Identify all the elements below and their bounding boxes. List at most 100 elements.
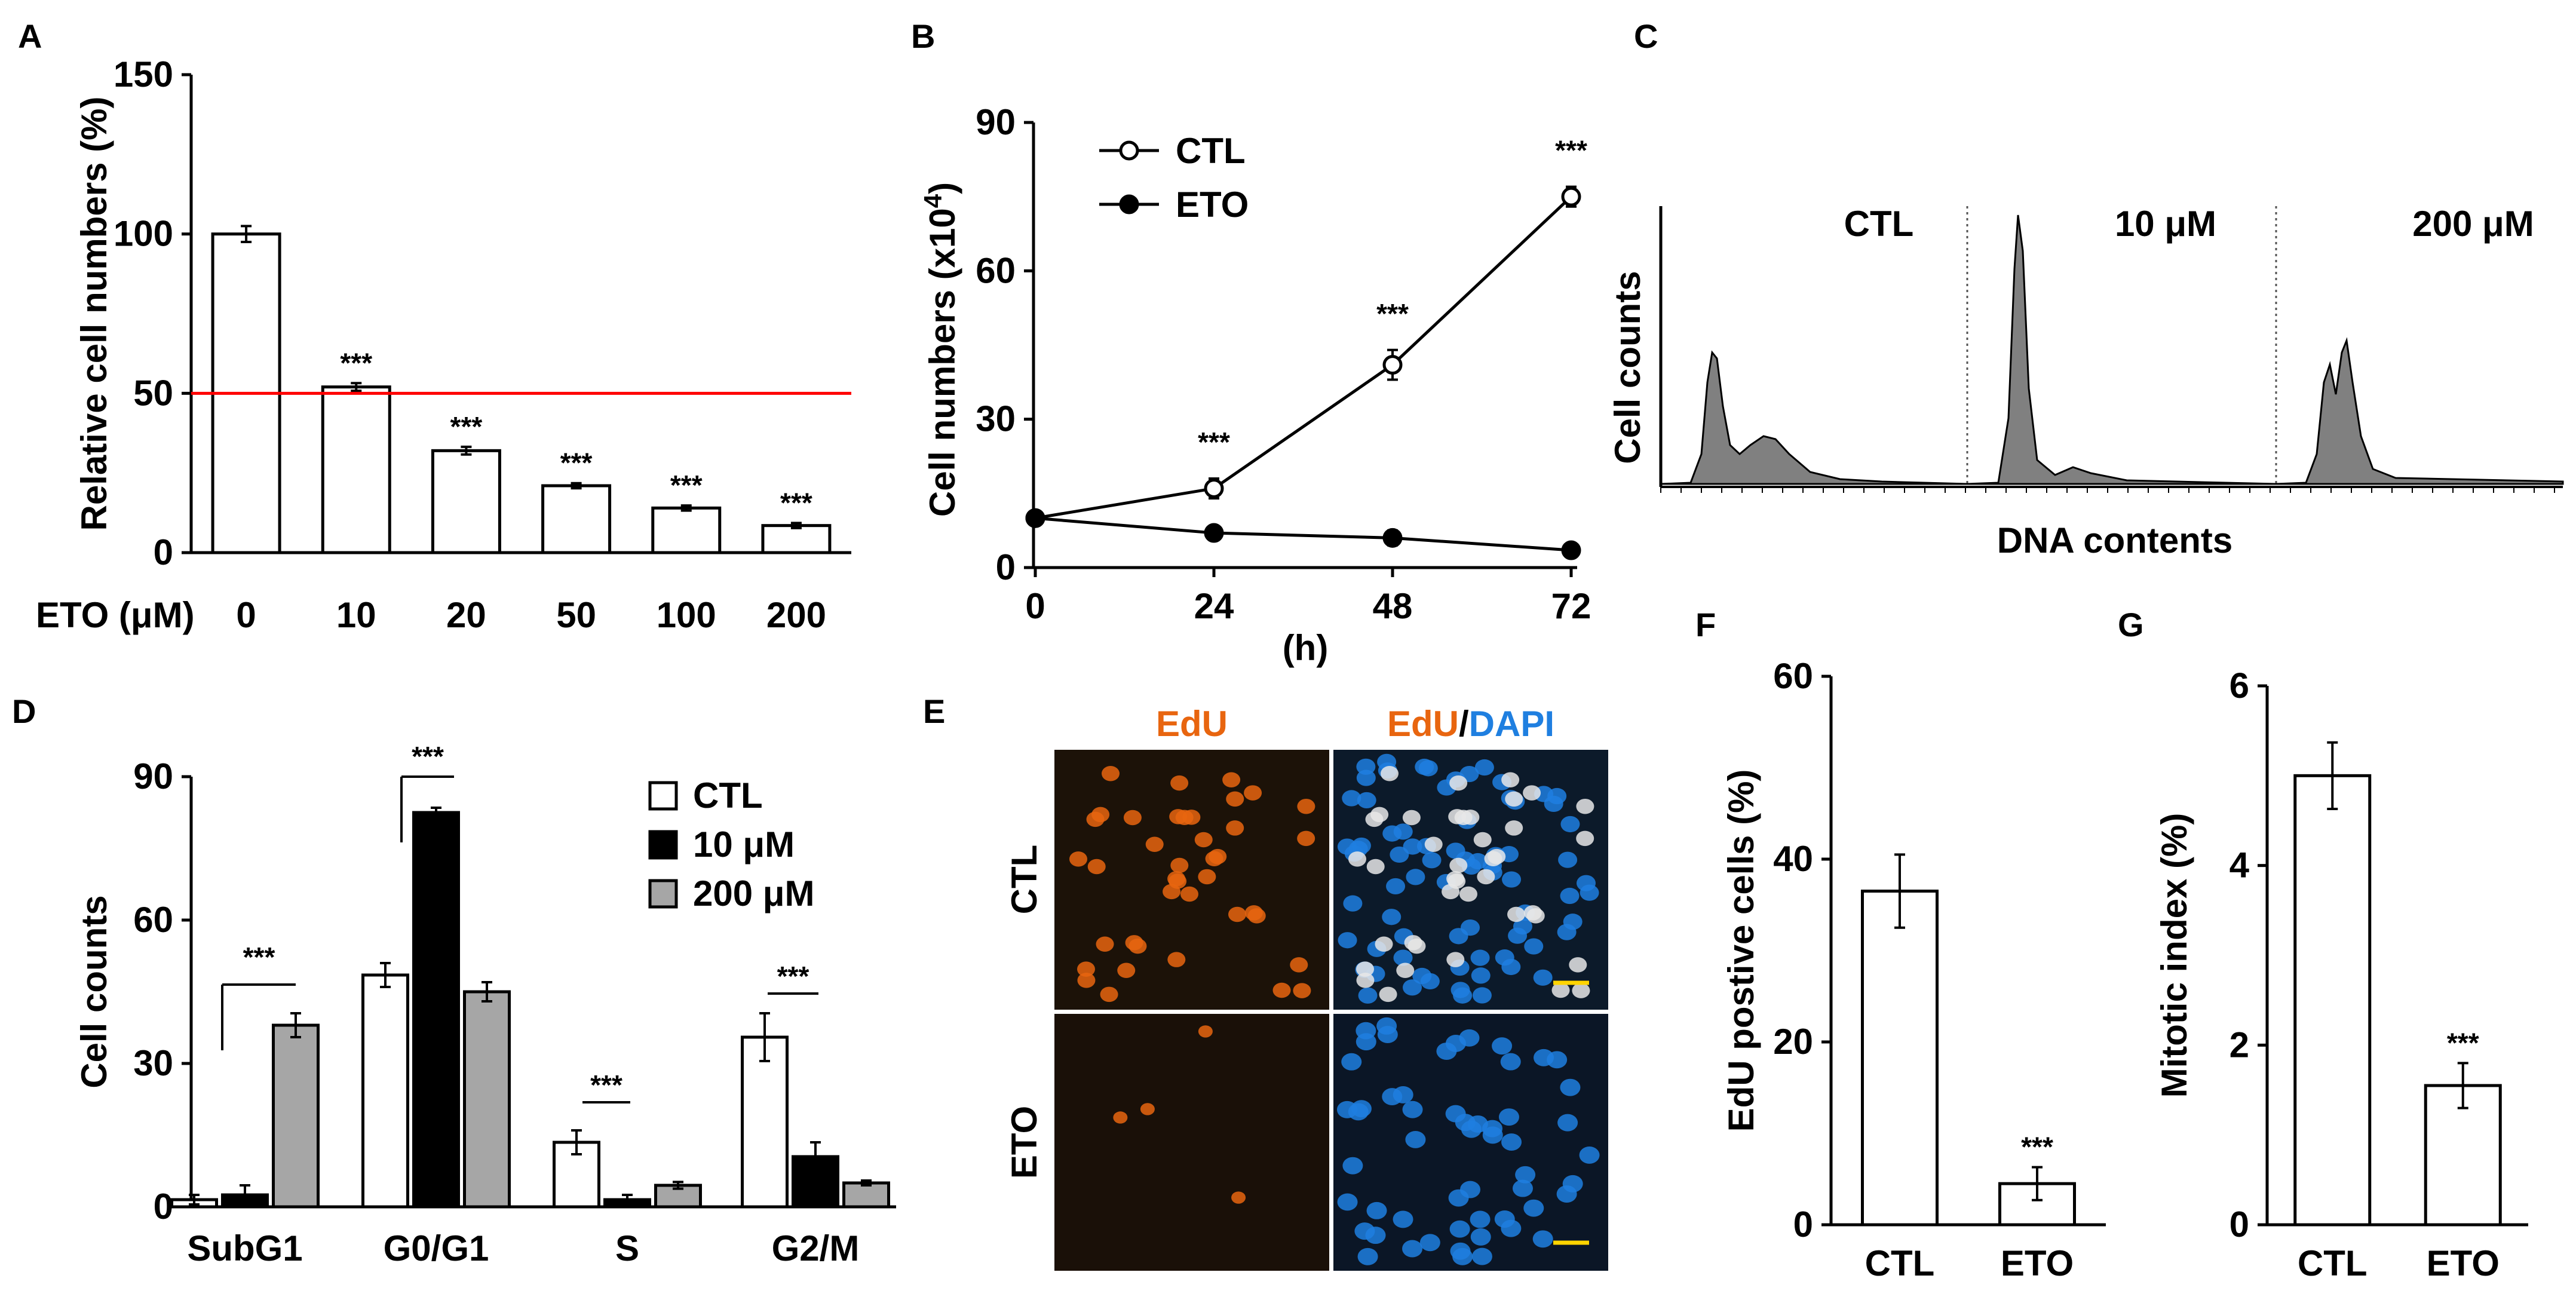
dapi-nucleus [1382, 1088, 1403, 1106]
dapi-nucleus [1406, 869, 1425, 885]
edu-nucleus [1069, 851, 1088, 867]
edu-nucleus [1167, 871, 1186, 887]
dapi-nucleus [1501, 1133, 1522, 1151]
panel-b: 0 30 60 90 0 24 48 72 *** *** *** CTL ETO (h) Cell num… [919, 102, 1591, 668]
x-tick-label: 20 [446, 595, 486, 635]
panel-label-d: D [12, 692, 36, 730]
panel-label-g: G [2118, 606, 2144, 643]
x-tick-label: 0 [236, 595, 256, 635]
error-bar-200 [790, 522, 802, 529]
point-CTL-24 [1204, 479, 1224, 499]
dapi-nucleus [1460, 1181, 1481, 1198]
y-tick-label: 90 [133, 756, 173, 796]
y-axis-label-text: Cell numbers (x10 [922, 208, 962, 517]
dapi-nucleus [1337, 1193, 1358, 1211]
error-bar-S-10 μM [622, 1194, 633, 1206]
micrograph-0 [1054, 750, 1329, 1010]
dapi-nucleus [1532, 1230, 1553, 1248]
panel-label-f: F [1695, 606, 1716, 643]
y-tick-label: 100 [114, 214, 173, 254]
edu-nucleus [1226, 820, 1244, 836]
y-tick-label: 0 [1793, 1204, 1813, 1244]
merged-nucleus [1501, 772, 1520, 787]
legend-swatch-1 [648, 830, 678, 860]
y-tick-label: 0 [996, 547, 1016, 587]
significance-label: *** [1555, 135, 1587, 166]
merged-nucleus [1402, 810, 1421, 826]
panel-g: 0 2 4 6 CTL *** ETO Mitotic index (%) [2154, 666, 2528, 1283]
error-bar-SubG1-CTL [189, 1194, 200, 1206]
histogram-0 [1660, 350, 1968, 485]
y-tick-label: 60 [1773, 656, 1813, 696]
edu-nucleus [1293, 983, 1311, 998]
merged-nucleus [1348, 851, 1367, 867]
edu-nucleus [1297, 798, 1315, 814]
edu-nucleus [1297, 830, 1315, 847]
dapi-nucleus [1500, 1053, 1521, 1071]
dapi-nucleus [1558, 851, 1578, 868]
dapi-nucleus [1461, 919, 1480, 936]
merged-nucleus [1379, 986, 1397, 1003]
bar-G2/M-200 μM [842, 1181, 890, 1209]
y-axis-label-superscript: 4 [919, 194, 947, 208]
edu-nucleus [1272, 982, 1291, 998]
x-axis-label: (h) [1283, 628, 1329, 668]
column-header: EdU [1156, 704, 1228, 744]
edu-nucleus [1117, 962, 1136, 978]
error-bar-ETO [2457, 1062, 2468, 1109]
edu-nucleus [1096, 936, 1114, 952]
panel-c: CTL 10 μM 200 μM DNA contents Cell counts [1608, 204, 2564, 560]
edu-nucleus [1113, 1111, 1128, 1124]
error-bar-G0/G1-10 μM [431, 807, 441, 818]
histogram-label: 10 μM [2115, 204, 2216, 244]
merged-nucleus [1396, 962, 1415, 978]
edu-nucleus [1077, 973, 1096, 988]
dapi-nucleus [1422, 852, 1442, 869]
x-tick-label: CTL [1865, 1243, 1935, 1283]
point-ETO-24 [1204, 523, 1224, 543]
y-tick-label: 60 [976, 250, 1016, 290]
x-tick-label: 10 [336, 595, 376, 635]
error-bar-G2/M-CTL [759, 1012, 770, 1062]
edu-nucleus [1170, 857, 1189, 873]
edu-nucleus [1226, 791, 1244, 807]
bar-200 [761, 524, 832, 554]
dapi-nucleus [1560, 887, 1580, 905]
series-line-CTL [1035, 195, 1572, 520]
merged-nucleus [1576, 830, 1594, 847]
dapi-nucleus [1356, 770, 1376, 786]
edu-nucleus [1123, 810, 1142, 826]
dapi-nucleus [1556, 1185, 1577, 1203]
dapi-nucleus [1470, 949, 1490, 966]
merged-nucleus [1551, 982, 1570, 998]
edu-nucleus [1198, 869, 1216, 885]
significance-label: *** [780, 487, 812, 518]
y-tick-label: 150 [114, 54, 173, 94]
y-tick-label: 30 [133, 1043, 173, 1083]
edu-nucleus [1100, 986, 1118, 1003]
y-tick-label: 20 [1773, 1022, 1813, 1062]
row-label: CTL [1004, 845, 1044, 915]
merged-nucleus [1576, 798, 1594, 814]
dapi-nucleus [1343, 895, 1363, 912]
dapi-nucleus [1341, 1053, 1362, 1071]
histogram-2 [2276, 337, 2564, 485]
edu-nucleus [1125, 935, 1143, 951]
edu-nucleus [1194, 832, 1213, 848]
dapi-nucleus [1393, 949, 1413, 966]
merged-nucleus [1404, 935, 1422, 951]
significance-label: *** [1198, 427, 1230, 458]
error-bar-SubG1-10 μM [240, 1184, 250, 1206]
significance-label: *** [340, 347, 372, 378]
edu-nucleus [1228, 906, 1246, 922]
dapi-nucleus [1449, 1220, 1470, 1238]
dapi-nucleus [1560, 816, 1580, 833]
y-tick-label: 4 [2230, 845, 2250, 885]
bar-50 [541, 484, 612, 554]
merged-nucleus [1449, 775, 1468, 791]
edu-nucleus [1222, 772, 1241, 787]
significance-label: *** [2447, 1027, 2479, 1058]
merged-nucleus [1442, 884, 1460, 900]
merged-nucleus [1375, 936, 1393, 952]
